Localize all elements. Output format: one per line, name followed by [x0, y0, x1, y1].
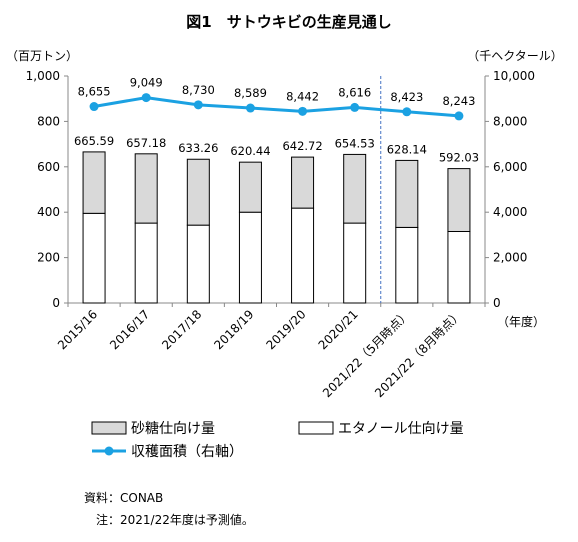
right-tick-label: 4,000: [493, 205, 527, 219]
right-tick-label: 6,000: [493, 160, 527, 174]
legend-label-ethanol: エタノール仕向け量: [338, 421, 464, 437]
right-tick-label: 10,000: [493, 69, 535, 83]
bars: [82, 151, 471, 304]
x-tick-label: 2019/20: [264, 307, 309, 352]
left-tick-label: 600: [37, 160, 60, 174]
legend-label-area: 収穫面積（右軸）: [131, 444, 243, 460]
legend: 砂糖仕向け量 エタノール仕向け量 収穫面積（右軸）: [91, 421, 464, 460]
left-axis-unit: （百万トン）: [6, 49, 78, 63]
area-value-label: 8,616: [338, 85, 371, 99]
x-tick-label: 2021/22（5月時点）: [320, 307, 413, 400]
right-axis-unit: （千ヘクタール）: [467, 49, 563, 63]
area-point: [402, 107, 412, 117]
bar-total-label: 620.44: [230, 144, 270, 158]
bar-sugar: [238, 161, 262, 213]
area-point: [193, 100, 203, 110]
right-tick-label: 0: [493, 296, 501, 310]
bar-ethanol: [291, 207, 315, 304]
area-value-label: 9,049: [130, 76, 163, 90]
bar-total-label: 654.53: [335, 136, 375, 150]
bar-ethanol: [82, 212, 106, 304]
legend-swatch-ethanol: [298, 421, 334, 435]
bar-sugar: [291, 156, 315, 209]
bar-ethanol: [186, 224, 210, 304]
bar-sugar: [134, 153, 158, 224]
area-series-line: [93, 96, 460, 118]
area-point: [89, 102, 99, 112]
area-point: [298, 106, 308, 116]
x-tick-label: 2015/16: [55, 307, 100, 352]
x-tick-label: 2016/17: [107, 307, 152, 352]
area-point: [454, 111, 464, 121]
area-value-label: 8,423: [390, 90, 423, 104]
bar-sugar: [447, 168, 471, 232]
area-value-label: 8,730: [182, 83, 215, 97]
area-value-label: 8,655: [78, 85, 111, 99]
note-text: 注：2021/22年度は予測値。: [96, 512, 254, 527]
bar-sugar: [343, 153, 367, 224]
bar-sugar: [395, 159, 419, 228]
area-value-label: 8,589: [234, 86, 267, 100]
legend-swatch-area-marker: [104, 446, 114, 456]
bar-total-label: 628.14: [387, 142, 427, 156]
left-tick-label: 400: [37, 205, 60, 219]
bar-sugar: [186, 158, 210, 226]
left-tick-label: 1,000: [26, 69, 60, 83]
left-tick-label: 800: [37, 114, 60, 128]
chart-title: 図1 サトウキビの生産見通し: [186, 13, 391, 31]
bar-total-label: 592.03: [439, 151, 479, 165]
source-text: 資料：CONAB: [84, 491, 163, 505]
area-value-label: 8,442: [286, 89, 319, 103]
x-tick-label: 2020/21: [316, 307, 361, 352]
legend-label-sugar: 砂糖仕向け量: [131, 421, 215, 437]
area-point: [245, 103, 255, 113]
data-labels: 665.59 657.18 633.26 620.44 642.72 654.53 628.…: [74, 76, 479, 165]
bar-ethanol: [447, 230, 471, 304]
x-axis-unit: （年度）: [497, 314, 545, 329]
bar-sugar: [82, 151, 106, 214]
area-value-label: 8,243: [442, 94, 475, 108]
right-tick-label: 8,000: [493, 114, 527, 128]
x-tick-label: 2017/18: [159, 307, 204, 352]
legend-swatch-sugar: [91, 421, 127, 435]
bar-total-label: 642.72: [282, 139, 322, 153]
x-tick-label: 2018/19: [211, 307, 256, 352]
bar-total-label: 657.18: [126, 136, 166, 150]
left-tick-label: 200: [37, 251, 60, 265]
bar-ethanol: [238, 211, 262, 304]
area-point: [350, 102, 360, 112]
bar-ethanol: [134, 222, 158, 304]
bar-ethanol: [395, 226, 419, 304]
bar-total-label: 633.26: [178, 141, 218, 155]
area-line: [89, 93, 464, 121]
right-tick-label: 2,000: [493, 251, 527, 265]
bar-ethanol: [343, 222, 367, 304]
left-tick-label: 0: [52, 296, 60, 310]
x-tick-label: 2021/22（8月時点）: [372, 307, 465, 400]
bar-total-label: 665.59: [74, 134, 114, 148]
area-point: [141, 93, 151, 103]
